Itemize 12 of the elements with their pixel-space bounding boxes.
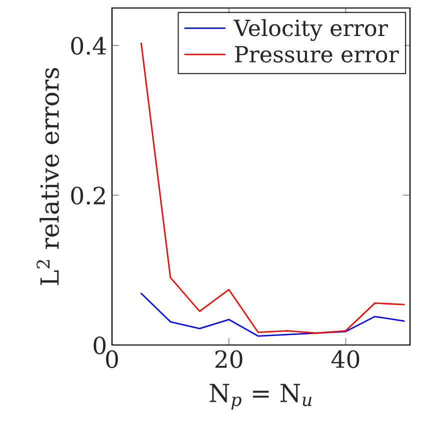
legend-label: Velocity error	[234, 19, 388, 41]
y-axis-title: L$^{2}$ relative errors	[36, 68, 60, 285]
x-axis-title: N$_{p}$ = N$_{u}$	[210, 384, 312, 410]
y-tick-label: 0.2	[71, 186, 105, 205]
y-tick-label: 0	[94, 336, 106, 354]
line-series	[140, 292, 405, 337]
line-series	[140, 42, 405, 334]
legend-label: Pressure error	[235, 46, 399, 63]
x-tick-label: 0	[106, 350, 118, 368]
x-tick-label: 40	[331, 350, 360, 368]
x-tick-label: 20	[215, 350, 242, 368]
y-tick-label: 0.4	[71, 36, 106, 55]
